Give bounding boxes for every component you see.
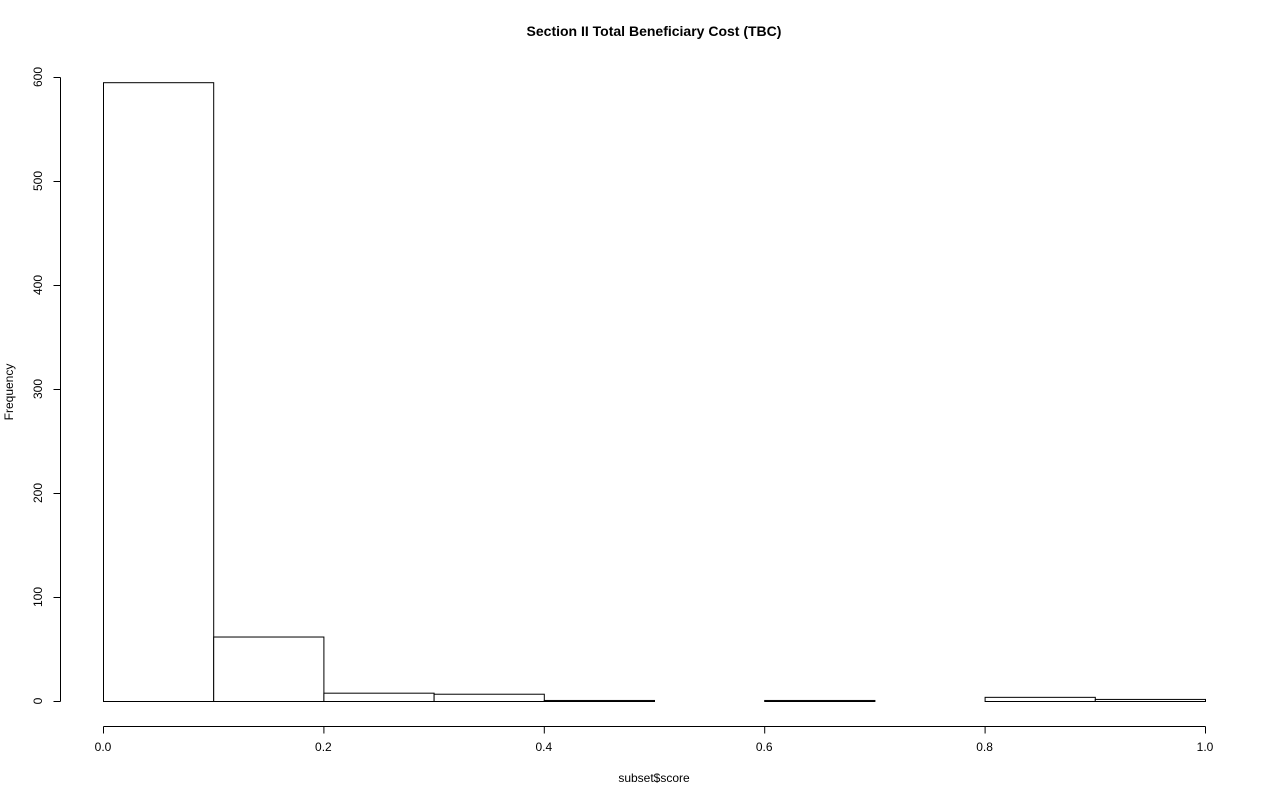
x-tick-label: 0.8 — [976, 740, 993, 754]
x-tick-label: 0.2 — [315, 740, 332, 754]
chart-title: Section II Total Beneficiary Cost (TBC) — [527, 23, 782, 39]
y-tick-label: 200 — [31, 483, 45, 503]
histogram-bar — [1094, 698, 1207, 702]
histogram-bar — [764, 699, 876, 703]
y-axis: 0 100 200 300 400 500 600 — [31, 67, 61, 704]
histogram-bar — [103, 82, 215, 702]
x-tick-label: 0.0 — [95, 740, 112, 754]
x-axis: 0.0 0.2 0.4 0.6 0.8 1.0 — [95, 726, 1214, 754]
y-tick-label: 300 — [31, 379, 45, 399]
y-axis-label: Frequency — [2, 364, 16, 421]
y-tick-label: 600 — [31, 67, 45, 87]
y-tick-label: 500 — [31, 171, 45, 191]
y-tick-label: 100 — [31, 587, 45, 607]
x-axis-label: subset$score — [618, 771, 690, 785]
x-tick-label: 1.0 — [1197, 740, 1214, 754]
bars-group — [103, 82, 1207, 703]
histogram-bar — [433, 693, 545, 702]
y-tick-label: 0 — [31, 697, 45, 704]
histogram-bar — [323, 692, 435, 702]
histogram-bar — [543, 699, 655, 703]
histogram-bar — [984, 696, 1096, 703]
y-tick-label: 400 — [31, 275, 45, 295]
x-tick-label: 0.6 — [756, 740, 773, 754]
histogram-bar — [213, 636, 325, 703]
x-tick-label: 0.4 — [535, 740, 552, 754]
